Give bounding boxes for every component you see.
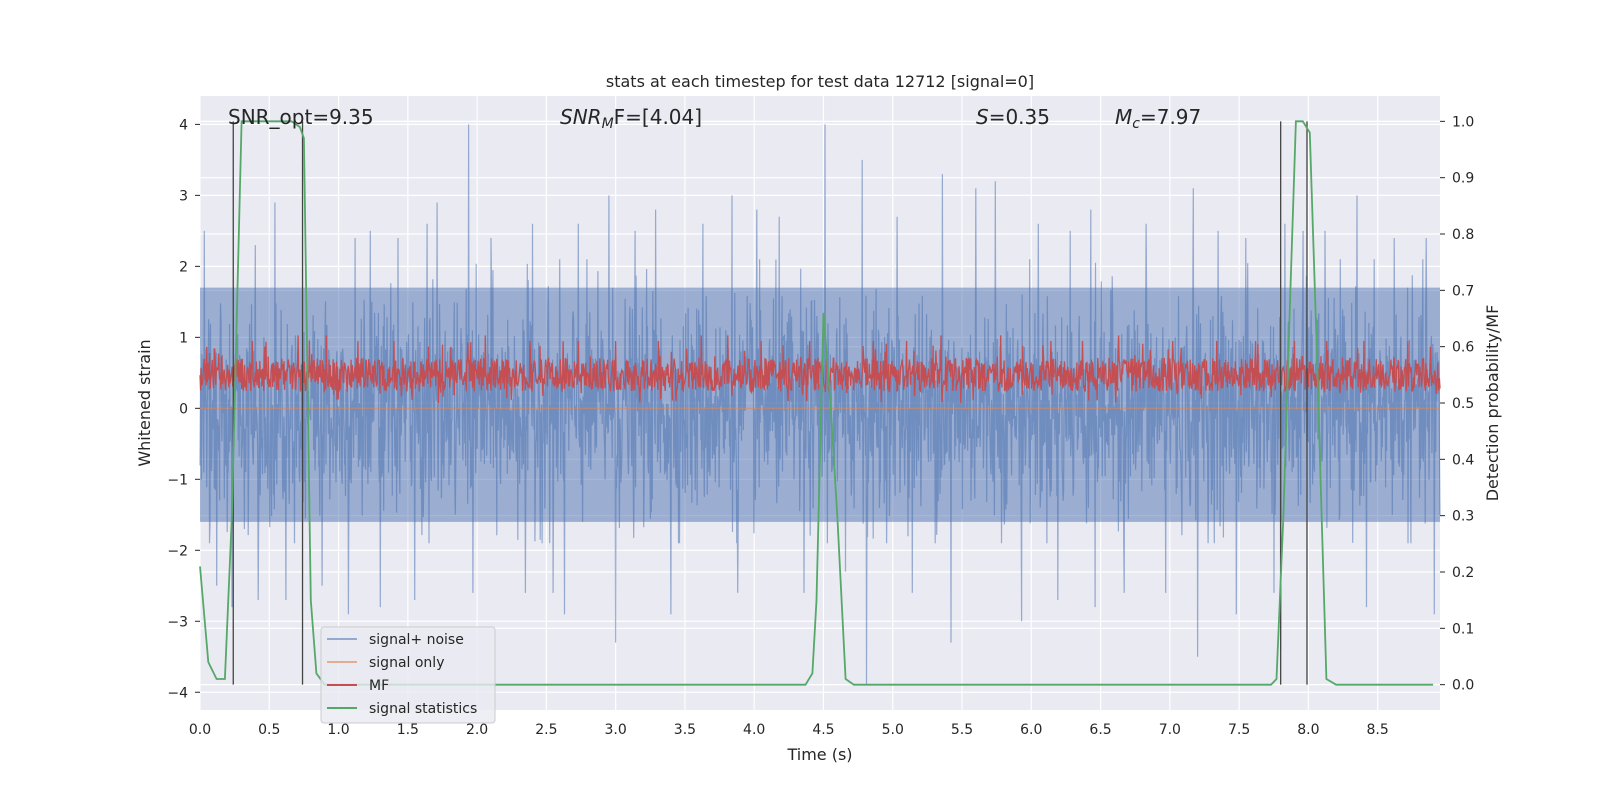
y2-tick-label: 0.5 xyxy=(1452,396,1474,412)
x-tick-label: 7.0 xyxy=(1159,722,1181,738)
noise-line xyxy=(199,124,1441,686)
y-tick-label: −3 xyxy=(167,614,188,630)
x-tick-label: 4.5 xyxy=(812,722,834,738)
x-tick-label: 5.5 xyxy=(951,722,973,738)
left-y-axis-ticks: −4 −3 −2 −1 0 1 2 3 4 xyxy=(167,117,200,701)
y2-tick-label: 0.2 xyxy=(1452,565,1474,581)
x-tick-label: 4.0 xyxy=(743,722,765,738)
y-tick-label: 0 xyxy=(179,401,188,417)
x-tick-label: 6.5 xyxy=(1089,722,1111,738)
y-tick-label: 4 xyxy=(179,117,188,133)
mc-sub: c xyxy=(1132,116,1140,132)
y-tick-label: −1 xyxy=(167,472,188,488)
y2-tick-label: 0.0 xyxy=(1452,678,1474,694)
y2-tick-label: 0.7 xyxy=(1452,283,1474,299)
x-axis-ticks: 0.0 0.5 1.0 1.5 2.0 2.5 3.0 3.5 4.0 4.5 5.0 5.5 6.0 6… xyxy=(189,722,1389,738)
y2-tick-label: 0.4 xyxy=(1452,452,1474,468)
legend-label-mf: MF xyxy=(369,678,389,694)
chart-title: stats at each timestep for test data 127… xyxy=(606,72,1034,91)
legend-box xyxy=(320,626,496,724)
y2-tick-label: 0.9 xyxy=(1452,171,1474,187)
y-tick-label: −4 xyxy=(167,685,188,701)
x-tick-label: 3.5 xyxy=(674,722,696,738)
right-y-axis-ticks: 0.0 0.1 0.2 0.3 0.4 0.5 0.6 0.7 0.8 0.9 1.0 xyxy=(1440,114,1474,694)
mf-series xyxy=(199,335,1441,404)
y-tick-label: −2 xyxy=(167,543,188,559)
mf-line xyxy=(199,335,1441,404)
snr-opt-annotation: SNR_opt=9.35 xyxy=(228,105,374,129)
x-tick-label: 0.5 xyxy=(258,722,280,738)
x-tick-label: 0.0 xyxy=(189,722,211,738)
s-main: S xyxy=(976,105,989,129)
x-tick-label: 6.0 xyxy=(1020,722,1042,738)
x-axis-label: Time (s) xyxy=(786,745,852,764)
legend: signal+ noise signal only MF signal stat… xyxy=(320,626,496,724)
legend-label-signal-statistics: signal statistics xyxy=(369,701,477,717)
signal-statistics-line xyxy=(199,120,1434,686)
y-tick-label: 3 xyxy=(179,188,188,204)
x-tick-label: 1.5 xyxy=(397,722,419,738)
snr-mf-rest: F=[4.04] xyxy=(614,105,702,129)
y-axis-label: Whitened strain xyxy=(135,339,154,466)
x-tick-label: 8.0 xyxy=(1297,722,1319,738)
y2-tick-label: 0.1 xyxy=(1452,621,1474,637)
y2-tick-label: 0.3 xyxy=(1452,509,1474,525)
y2-tick-label: 0.8 xyxy=(1452,227,1474,243)
x-tick-label: 2.0 xyxy=(466,722,488,738)
snr-mf-annotation: SNRMF=[4.04] xyxy=(560,105,702,132)
x-tick-label: 8.5 xyxy=(1367,722,1389,738)
x-tick-label: 3.0 xyxy=(605,722,627,738)
y-tick-label: 1 xyxy=(179,330,188,346)
snr-mf-main: SNR xyxy=(560,105,602,129)
legend-label-signal-only: signal only xyxy=(369,655,444,671)
mc-annotation: Mc=7.97 xyxy=(1115,105,1201,132)
x-tick-label: 5.0 xyxy=(882,722,904,738)
y-tick-label: 2 xyxy=(179,259,188,275)
signal-statistics-series xyxy=(199,120,1434,686)
mc-main: M xyxy=(1115,105,1132,129)
y2-tick-label: 0.6 xyxy=(1452,340,1474,356)
s-rest: =0.35 xyxy=(989,105,1050,129)
y2-axis-label: Detection probability/MF xyxy=(1483,305,1502,502)
s-annotation: S=0.35 xyxy=(976,105,1050,129)
mc-rest: =7.97 xyxy=(1140,105,1201,129)
snr-mf-sub: M xyxy=(602,116,614,132)
x-tick-label: 1.0 xyxy=(327,722,349,738)
y2-tick-label: 1.0 xyxy=(1452,114,1474,130)
legend-label-signal-noise: signal+ noise xyxy=(369,632,464,648)
x-tick-label: 2.5 xyxy=(535,722,557,738)
x-tick-label: 7.5 xyxy=(1228,722,1250,738)
